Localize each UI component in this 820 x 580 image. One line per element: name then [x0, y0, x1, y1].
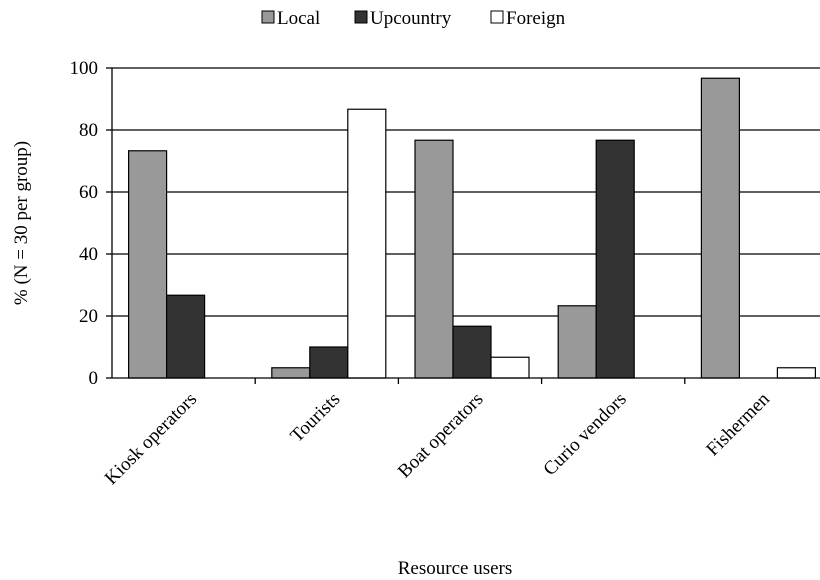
bar-upcountry-tourists: [309, 346, 349, 379]
y-axis-title: % (N = 30 per group): [11, 141, 32, 305]
y-tick-label-100: 100: [70, 58, 99, 79]
bar-local-curio-vendors: [557, 305, 597, 379]
bar-upcountry-kiosk-operators: [166, 294, 206, 379]
legend-label-foreign: Foreign: [506, 8, 566, 29]
y-tick-label-20: 20: [79, 306, 98, 327]
y-tick-label-60: 60: [79, 182, 98, 203]
category-label-fishermen: Fishermen: [702, 388, 774, 460]
category-label-tourists: Tourists: [286, 389, 344, 447]
legend-label-upcountry: Upcountry: [370, 8, 452, 29]
y-tick-label-0: 0: [89, 368, 99, 389]
bar-foreign-tourists: [347, 108, 387, 379]
bar-local-kiosk-operators: [128, 150, 168, 379]
bar-foreign-boat-operators: [490, 356, 530, 379]
category-label-kiosk-operators: Kiosk operators: [101, 389, 201, 489]
bar-local-tourists: [271, 367, 311, 379]
x-category-labels: Kiosk operators Tourists Boat operators Cur…: [101, 388, 774, 489]
x-axis-title: Resource users: [398, 558, 513, 579]
y-tick-label-80: 80: [79, 120, 98, 141]
y-tick-labels: 0 20 40 60 80 100: [70, 58, 99, 389]
legend-swatch-upcountry: [354, 10, 368, 24]
legend-swatch-foreign: [490, 10, 504, 24]
category-label-curio-vendors: Curio vendors: [539, 389, 630, 480]
bar-foreign-fishermen: [776, 367, 817, 379]
bars: [128, 77, 817, 379]
bar-local-fishermen: [700, 77, 741, 379]
bar-upcountry-curio-vendors: [595, 139, 635, 379]
category-label-boat-operators: Boat operators: [394, 389, 488, 483]
legend: Local Upcountry Foreign: [261, 8, 566, 29]
bar-upcountry-boat-operators: [452, 325, 492, 379]
legend-label-local: Local: [277, 8, 320, 29]
bar-local-boat-operators: [414, 139, 454, 379]
legend-swatch-local: [261, 10, 275, 24]
y-tick-label-40: 40: [79, 244, 98, 265]
axes: [106, 67, 820, 384]
